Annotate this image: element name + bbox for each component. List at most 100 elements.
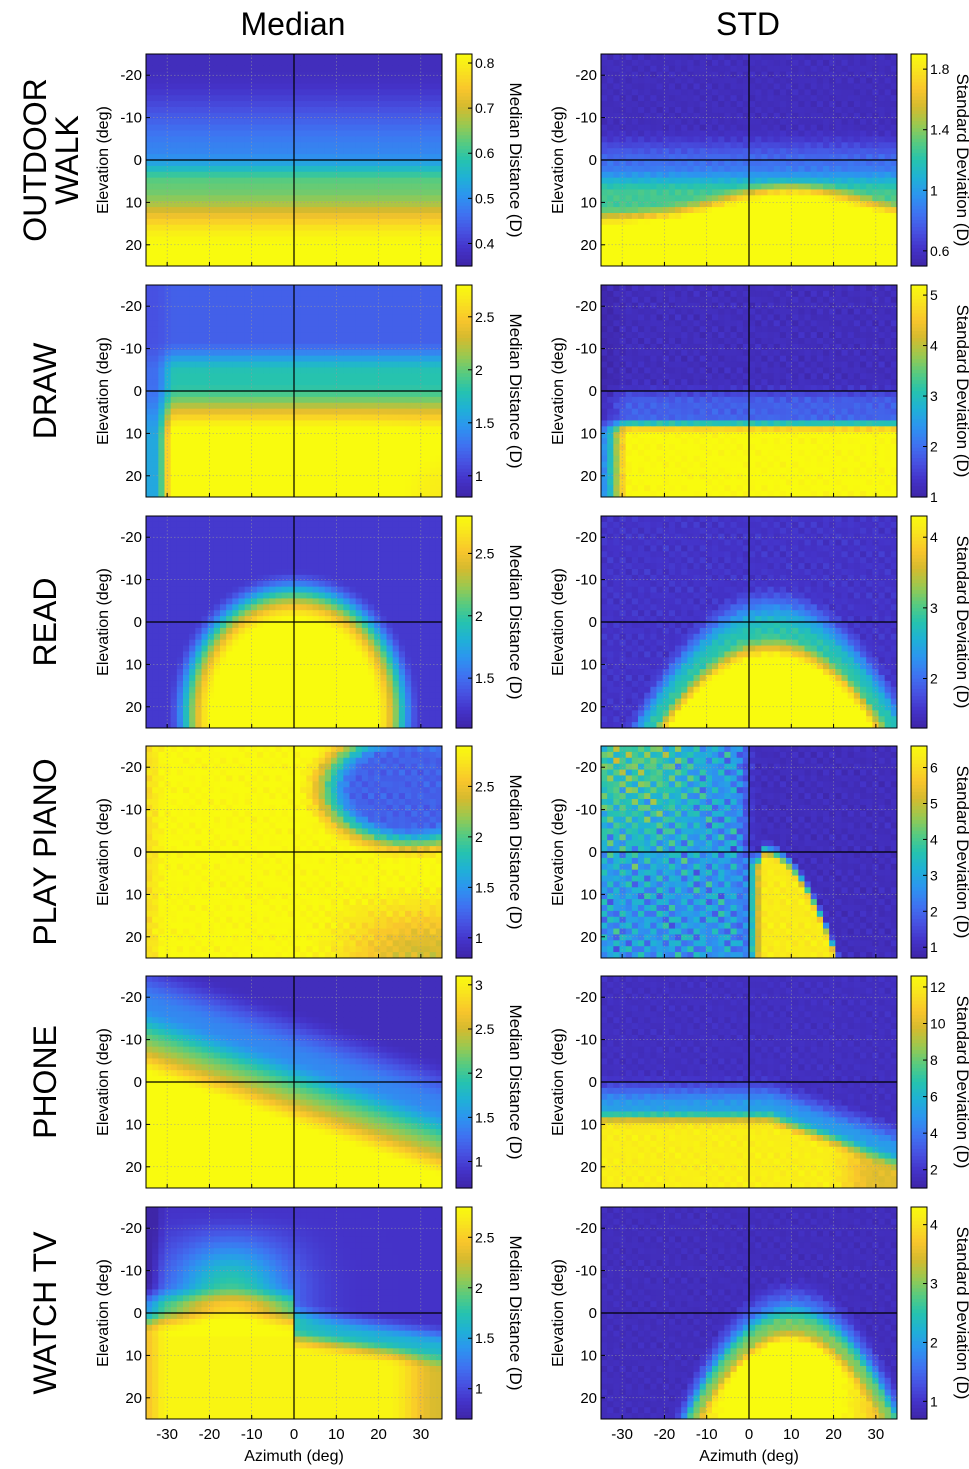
y-tick-label: 10 — [125, 656, 142, 673]
y-tick-label: 0 — [589, 1305, 597, 1322]
colorbar-tick-label: 1 — [930, 489, 938, 505]
y-axis-label: Elevation (deg) — [550, 337, 567, 445]
colorbar-label: Median Distance (D) — [506, 83, 525, 238]
y-axis-label: Elevation (deg) — [550, 568, 567, 676]
y-tick-label: -10 — [120, 1032, 142, 1049]
colorbar-tick-label: 1.8 — [930, 61, 950, 77]
colorbar-label: Standard Deviation (D) — [953, 766, 969, 939]
y-tick-label: -20 — [120, 298, 142, 315]
colorbar-label: Standard Deviation (D) — [953, 1227, 969, 1400]
y-tick-label: -10 — [575, 110, 597, 127]
heatmap-cells — [146, 1207, 442, 1419]
y-tick-label: -20 — [120, 759, 142, 776]
colorbar-tick-label: 3 — [930, 388, 938, 404]
heatmap-cells — [146, 976, 442, 1188]
colorbar-tick-label: 12 — [930, 979, 946, 995]
y-tick-label: -10 — [575, 341, 597, 358]
x-tick-label: 20 — [370, 1426, 387, 1443]
y-tick-label: 0 — [134, 383, 142, 400]
colorbar-tick-label: 2 — [475, 362, 483, 378]
colorbar-tick-label: 0.5 — [475, 190, 495, 206]
y-tick-label: 20 — [125, 237, 142, 254]
colorbar-tick-label: 2 — [930, 439, 938, 455]
y-tick-label: 20 — [125, 1159, 142, 1176]
heatmap-cells — [146, 516, 442, 728]
colorbar-tick-label: 2.5 — [475, 1229, 495, 1245]
y-tick-label: 20 — [125, 699, 142, 716]
panel-outdoor-walk-std: -20 -10 0 10 20 Elevation (deg) 0.6 1 1.4 1.8Stan… — [550, 53, 969, 267]
x-tick-label: -30 — [156, 1426, 178, 1443]
y-tick-label: -10 — [120, 572, 142, 589]
y-tick-label: 20 — [580, 929, 597, 946]
y-tick-label: -20 — [575, 989, 597, 1006]
colorbar-tick-label: 3 — [930, 867, 938, 883]
y-axis-label: Elevation (deg) — [95, 568, 112, 676]
colorbar-frame — [455, 515, 473, 729]
colorbar-tick-label: 2 — [475, 608, 483, 624]
y-tick-label: -20 — [120, 989, 142, 1006]
y-tick-label: -20 — [120, 67, 142, 84]
colorbar-tick-label: 2 — [930, 903, 938, 919]
column-title-std: STD — [716, 6, 780, 42]
row-labels: OUTDOORWALK DRAW READ PLAY PIANO PHONE WATCH … — [17, 78, 85, 1394]
y-tick-label: 0 — [589, 614, 597, 631]
row-label-phone: PHONE — [27, 1025, 63, 1139]
colorbar-tick-label: 2 — [930, 1334, 938, 1350]
panel-play-piano-median: -20 -10 0 10 20 Elevation (deg) 1 1.5 2 2.5 Median… — [95, 745, 525, 959]
colorbar-frame — [910, 1206, 928, 1420]
colorbar-label: Standard Deviation (D) — [953, 305, 969, 478]
x-tick-label: -10 — [696, 1426, 718, 1443]
colorbar-label: Standard Deviation (D) — [953, 996, 969, 1169]
y-tick-label: 10 — [125, 425, 142, 442]
y-tick-label: -10 — [575, 802, 597, 819]
y-tick-label: 20 — [125, 468, 142, 485]
y-tick-label: -10 — [575, 1263, 597, 1280]
colorbar-tick-label: 2 — [930, 1162, 938, 1178]
row-label-outdoor-walk: OUTDOORWALK — [17, 78, 85, 242]
colorbar-tick-label: 6 — [930, 760, 938, 776]
colorbar-tick-label: 4 — [930, 338, 938, 354]
colorbar-frame — [910, 53, 928, 267]
y-tick-label: 0 — [134, 152, 142, 169]
x-tick-label: 10 — [328, 1426, 345, 1443]
x-tick-label: 0 — [290, 1426, 298, 1443]
y-tick-label: -20 — [575, 1220, 597, 1237]
x-tick-label: 0 — [745, 1426, 753, 1443]
y-axis-label: Elevation (deg) — [95, 106, 112, 214]
panel-watch-tv-median: -20 -10 0 10 20 Elevation (deg) -30 -20 -10 0 10 20… — [95, 1206, 525, 1465]
colorbar-tick-label: 5 — [930, 795, 938, 811]
y-tick-label: 20 — [125, 929, 142, 946]
x-tick-label: 20 — [825, 1426, 842, 1443]
colorbar: 1 2 3 4 5 6 Standard Deviation (D) — [910, 745, 969, 959]
y-tick-label: 10 — [580, 425, 597, 442]
colorbar-tick-label: 1 — [475, 1381, 483, 1397]
y-tick-label: 0 — [589, 383, 597, 400]
colorbar: 1.5 2 2.5 Median Distance (D) — [455, 515, 525, 729]
colorbar-tick-label: 8 — [930, 1052, 938, 1068]
y-tick-label: 10 — [125, 194, 142, 211]
y-tick-label: -20 — [575, 67, 597, 84]
colorbar-label: Standard Deviation (D) — [953, 74, 969, 247]
y-tick-label: -20 — [120, 529, 142, 546]
y-tick-label: 20 — [580, 1159, 597, 1176]
y-axis-label: Elevation (deg) — [550, 798, 567, 906]
colorbar-frame — [455, 745, 473, 959]
y-tick-label: -20 — [575, 298, 597, 315]
panel-phone-median: -20 -10 0 10 20 Elevation (deg) 1 1.5 2 2.5 3 Media… — [95, 975, 525, 1189]
colorbar-tick-label: 5 — [930, 287, 938, 303]
y-tick-label: -10 — [575, 1032, 597, 1049]
colorbar-tick-label: 1.5 — [475, 1109, 495, 1125]
y-tick-label: -20 — [575, 529, 597, 546]
colorbar: 1 1.5 2 2.5 Median Distance (D) — [455, 284, 525, 498]
y-tick-label: 10 — [580, 1347, 597, 1364]
colorbar-tick-label: 6 — [930, 1089, 938, 1105]
colorbar-tick-label: 3 — [930, 600, 938, 616]
y-tick-label: 10 — [125, 1116, 142, 1133]
panel-read-std: -20 -10 0 10 20 Elevation (deg) 2 3 4 Standard De… — [550, 515, 969, 729]
heatmap-cells — [601, 976, 897, 1188]
heatmap-cells — [601, 1207, 897, 1419]
colorbar: 2 4 6 8 10 12 Standard Deviation (D) — [910, 975, 969, 1189]
colorbar-tick-label: 2 — [475, 829, 483, 845]
colorbar-tick-label: 1.5 — [475, 879, 495, 895]
